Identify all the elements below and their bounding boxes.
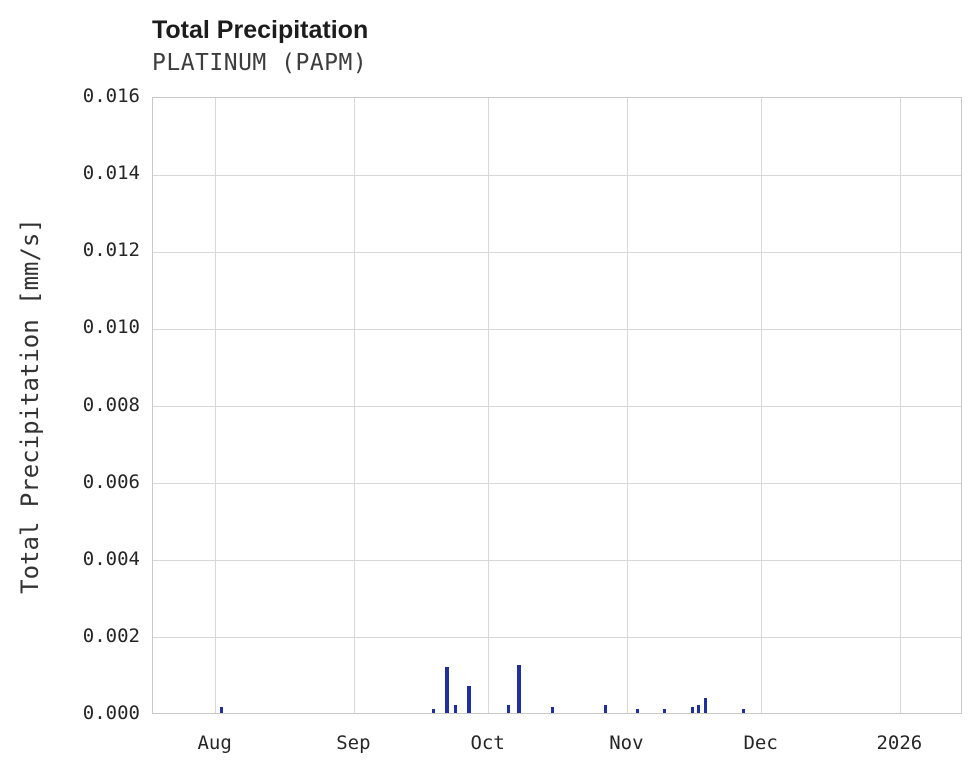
y-tick-label: 0.016 [82,85,140,107]
x-tick-label: Nov [609,732,644,754]
x-gridline [899,98,901,713]
x-tick-label: 2026 [876,732,923,754]
precipitation-bar [431,709,435,713]
y-tick-label: 0.014 [82,162,140,185]
y-gridline [153,328,961,330]
precipitation-bar [741,709,745,713]
x-tick-label: Sep [336,732,371,754]
plot-area [152,97,962,714]
x-gridline [353,98,355,713]
chart-title: Total Precipitation [152,16,369,44]
precipitation-bar [550,707,554,713]
y-gridline [153,406,961,407]
x-tick-label: Oct [470,732,505,754]
precipitation-bar [466,686,471,713]
precipitation-bar [636,709,640,713]
precipitation-bar [220,707,224,713]
y-axis-label: Total Precipitation [mm/s] [16,218,44,594]
y-gridline [153,174,961,176]
y-tick-label: 0.006 [82,470,140,493]
y-gridline [153,560,961,562]
y-tick-label: 0.004 [82,547,140,570]
x-gridline [215,98,217,713]
precipitation-bar [663,709,667,713]
x-gridline [761,98,763,713]
y-tick-label: 0.000 [82,702,140,724]
precipitation-bar [604,705,608,713]
precipitation-bar [697,705,701,713]
y-gridline [153,637,961,639]
precipitation-bar [507,705,511,713]
y-gridline [153,483,961,485]
x-tick-label: Dec [743,732,778,754]
precipitation-bar [704,697,708,713]
y-tick-label: 0.012 [82,239,140,262]
y-tick-label: 0.008 [82,393,140,416]
precipitation-bar [453,705,457,713]
precipitation-bar [691,707,695,713]
y-tick-label: 0.002 [82,624,140,647]
y-gridline [153,251,961,253]
x-gridline [626,98,628,713]
precipitation-bar [517,664,522,713]
chart-subtitle: PLATINUM (PAPM) [152,50,368,76]
y-tick-label: 0.010 [82,316,140,339]
x-tick-label: Aug [197,732,232,754]
precipitation-bar [445,666,450,713]
x-gridline [488,98,490,713]
